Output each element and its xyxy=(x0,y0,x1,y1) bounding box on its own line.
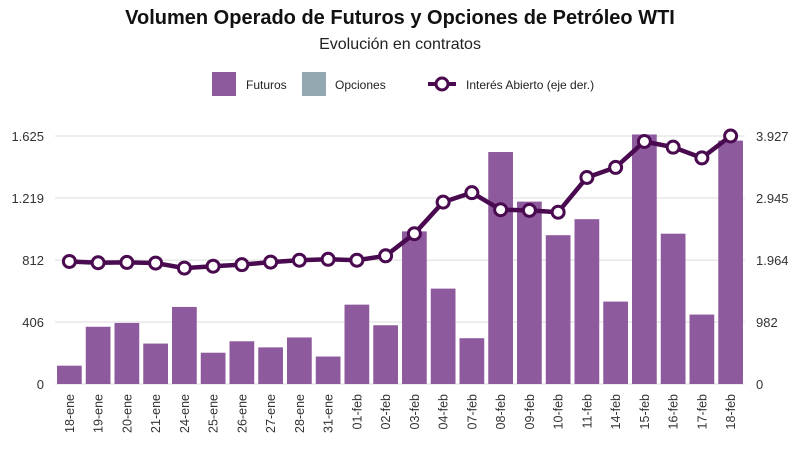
interes-abierto-point xyxy=(406,226,422,242)
bar-futuros xyxy=(172,306,197,384)
chart-subtitle: Evolución en contratos xyxy=(319,36,481,53)
interes-abierto-point xyxy=(579,169,595,185)
bar-futuros xyxy=(200,352,226,384)
interes-abierto-point xyxy=(464,185,480,201)
y-left-tick-label: 406 xyxy=(22,315,44,330)
legend-swatch-futuros xyxy=(212,72,236,96)
y-right-tick-label: 2.945 xyxy=(756,191,789,206)
interes-abierto-point xyxy=(263,254,279,270)
bar-futuros xyxy=(488,152,513,384)
x-tick-label: 09-feb xyxy=(523,394,537,429)
interes-abierto-point xyxy=(148,255,164,271)
x-tick-label: 01-feb xyxy=(350,394,364,429)
bar-futuros xyxy=(114,322,140,384)
bar-futuros xyxy=(344,304,370,384)
interes-abierto-point xyxy=(435,194,451,210)
x-tick-label: 20-ene xyxy=(120,394,134,433)
x-tick-label: 08-feb xyxy=(494,394,508,429)
x-tick-label: 18-feb xyxy=(724,394,738,429)
bar-futuros xyxy=(402,231,427,384)
bar-futuros xyxy=(57,365,82,384)
x-tick-label: 24-ene xyxy=(178,394,192,433)
interes-abierto-point xyxy=(61,253,77,269)
x-tick-label: 07-feb xyxy=(465,394,479,429)
interes-abierto-point xyxy=(521,202,537,218)
legend: Futuros Opciones Interés Abierto (eje de… xyxy=(212,72,594,96)
bar-futuros xyxy=(574,219,600,384)
interes-abierto-point xyxy=(723,128,739,144)
bar-futuros xyxy=(315,356,341,384)
interes-abierto-point xyxy=(378,248,394,264)
interes-abierto-point xyxy=(119,254,135,270)
bar-futuros xyxy=(287,337,312,384)
bar-futuros xyxy=(430,288,456,384)
bar-futuros xyxy=(689,314,715,384)
interes-abierto-point xyxy=(608,159,624,175)
y-left-tick-label: 1.625 xyxy=(11,129,44,144)
bar-futuros xyxy=(85,326,111,384)
interes-abierto-line xyxy=(61,128,739,276)
x-tick-label: 16-feb xyxy=(667,394,681,429)
y-right-tick-label: 1.964 xyxy=(756,253,789,268)
grid xyxy=(55,135,745,385)
x-tick-label: 19-ene xyxy=(92,394,106,433)
interes-abierto-point xyxy=(665,139,681,155)
bar-futuros xyxy=(373,325,398,384)
bar-futuros xyxy=(143,343,168,384)
bar-futuros xyxy=(603,301,628,384)
x-tick-label: 10-feb xyxy=(552,394,566,429)
y-left-tick-label: 0 xyxy=(37,377,44,392)
legend-marker-interes xyxy=(434,76,450,92)
legend-swatch-opciones xyxy=(302,72,326,96)
bar-futuros xyxy=(517,201,542,384)
bar-futuros xyxy=(229,341,255,384)
x-tick-label: 11-feb xyxy=(580,394,594,429)
legend-label-opciones: Opciones xyxy=(335,78,386,92)
x-tick-label: 28-ene xyxy=(293,394,307,433)
interes-abierto-point xyxy=(205,258,221,274)
x-tick-label: 17-feb xyxy=(695,394,709,429)
interes-abierto-point xyxy=(90,255,106,271)
axes: 0 406 812 1.219 1.625 0 982 1.964 2.945 3.927 18-e… xyxy=(11,129,788,433)
x-tick-label: 25-ene xyxy=(207,394,221,433)
interes-abierto-point xyxy=(550,204,566,220)
interes-abierto-point xyxy=(694,150,710,166)
interes-abierto-point xyxy=(176,260,192,276)
bar-futuros xyxy=(718,140,743,384)
bar-futuros xyxy=(459,338,485,384)
bar-futuros xyxy=(545,235,571,384)
x-tick-label: 31-ene xyxy=(322,394,336,433)
x-tick-label: 03-feb xyxy=(408,394,422,429)
chart-title: Volumen Operado de Futuros y Opciones de… xyxy=(125,7,675,29)
legend-label-interes: Interés Abierto (eje der.) xyxy=(466,78,594,92)
futuros-bars xyxy=(57,134,743,384)
x-tick-label: 15-feb xyxy=(638,394,652,429)
x-tick-label: 04-feb xyxy=(437,394,451,429)
legend-label-futuros: Futuros xyxy=(246,78,287,92)
bar-futuros xyxy=(632,134,657,384)
interes-abierto-path xyxy=(69,134,732,271)
y-left-tick-label: 812 xyxy=(22,253,44,268)
x-tick-label: 26-ene xyxy=(235,394,249,433)
interes-abierto-point xyxy=(636,133,652,149)
y-right-tick-label: 3.927 xyxy=(756,129,789,144)
x-tick-label: 18-ene xyxy=(63,394,77,433)
interes-abierto-point xyxy=(320,251,336,267)
x-tick-label: 27-ene xyxy=(264,394,278,433)
interes-abierto-point xyxy=(349,252,365,268)
x-tick-label: 14-feb xyxy=(609,394,623,429)
x-tick-label: 21-ene xyxy=(149,394,163,433)
interes-abierto-point xyxy=(291,252,307,268)
interes-abierto-point xyxy=(234,257,250,273)
x-tick-label: 02-feb xyxy=(379,394,393,429)
bar-futuros xyxy=(258,347,283,384)
y-right-tick-label: 0 xyxy=(756,377,763,392)
y-right-tick-label: 982 xyxy=(756,315,778,330)
bar-futuros xyxy=(660,233,686,384)
y-left-tick-label: 1.219 xyxy=(11,191,44,206)
interes-abierto-point xyxy=(493,202,509,218)
